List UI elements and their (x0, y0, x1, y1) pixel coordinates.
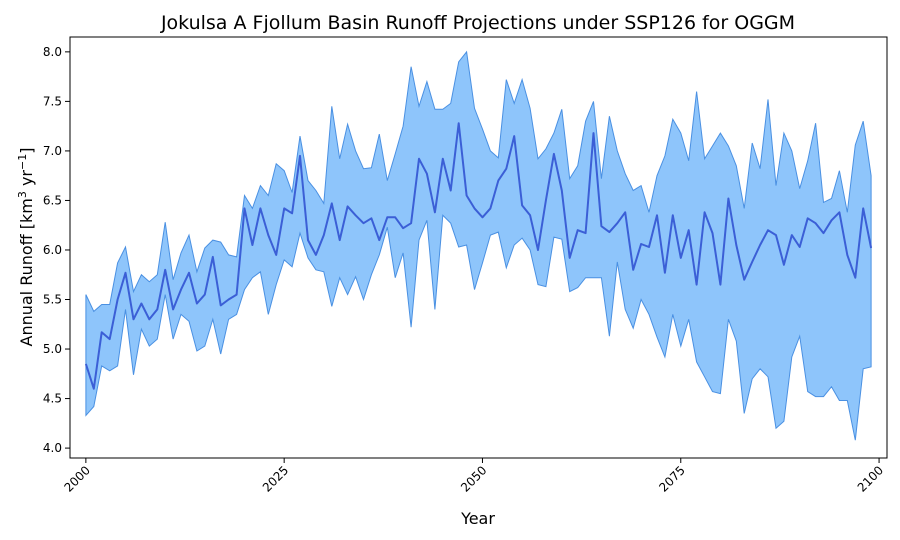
y-axis-title-sup-1: 3 (16, 191, 29, 198)
y-axis-title: Annual Runoff [km3 yr−1] (16, 148, 36, 347)
y-axis: 4.0 4.5 5.0 5.5 6.0 6.5 7.0 7.5 8.0 (43, 45, 70, 455)
y-axis-title-mid: yr (17, 170, 36, 192)
y-tick-label: 7.5 (43, 94, 62, 108)
y-tick-label: 7.0 (43, 144, 62, 158)
y-axis-title-end: ] (17, 148, 36, 154)
y-tick-label: 8.0 (43, 45, 62, 59)
y-axis-title-main: Annual Runoff [km (17, 198, 36, 346)
chart-title: Jokulsa A Fjollum Basin Runoff Projectio… (160, 12, 795, 34)
plot-area (84, 50, 873, 441)
y-tick-label: 4.0 (43, 441, 62, 455)
y-tick-label: 6.0 (43, 243, 62, 257)
y-tick-label: 6.5 (43, 193, 62, 207)
projection-range-band (85, 50, 872, 441)
median-runoff-line (84, 122, 873, 390)
y-tick-label: 5.5 (43, 293, 62, 307)
y-tick-label: 4.5 (43, 392, 62, 406)
y-axis-title-sup-2: −1 (16, 154, 29, 170)
x-axis-title: Year (460, 509, 495, 528)
plot-frame (69, 36, 888, 459)
y-tick-label: 5.0 (43, 342, 62, 356)
